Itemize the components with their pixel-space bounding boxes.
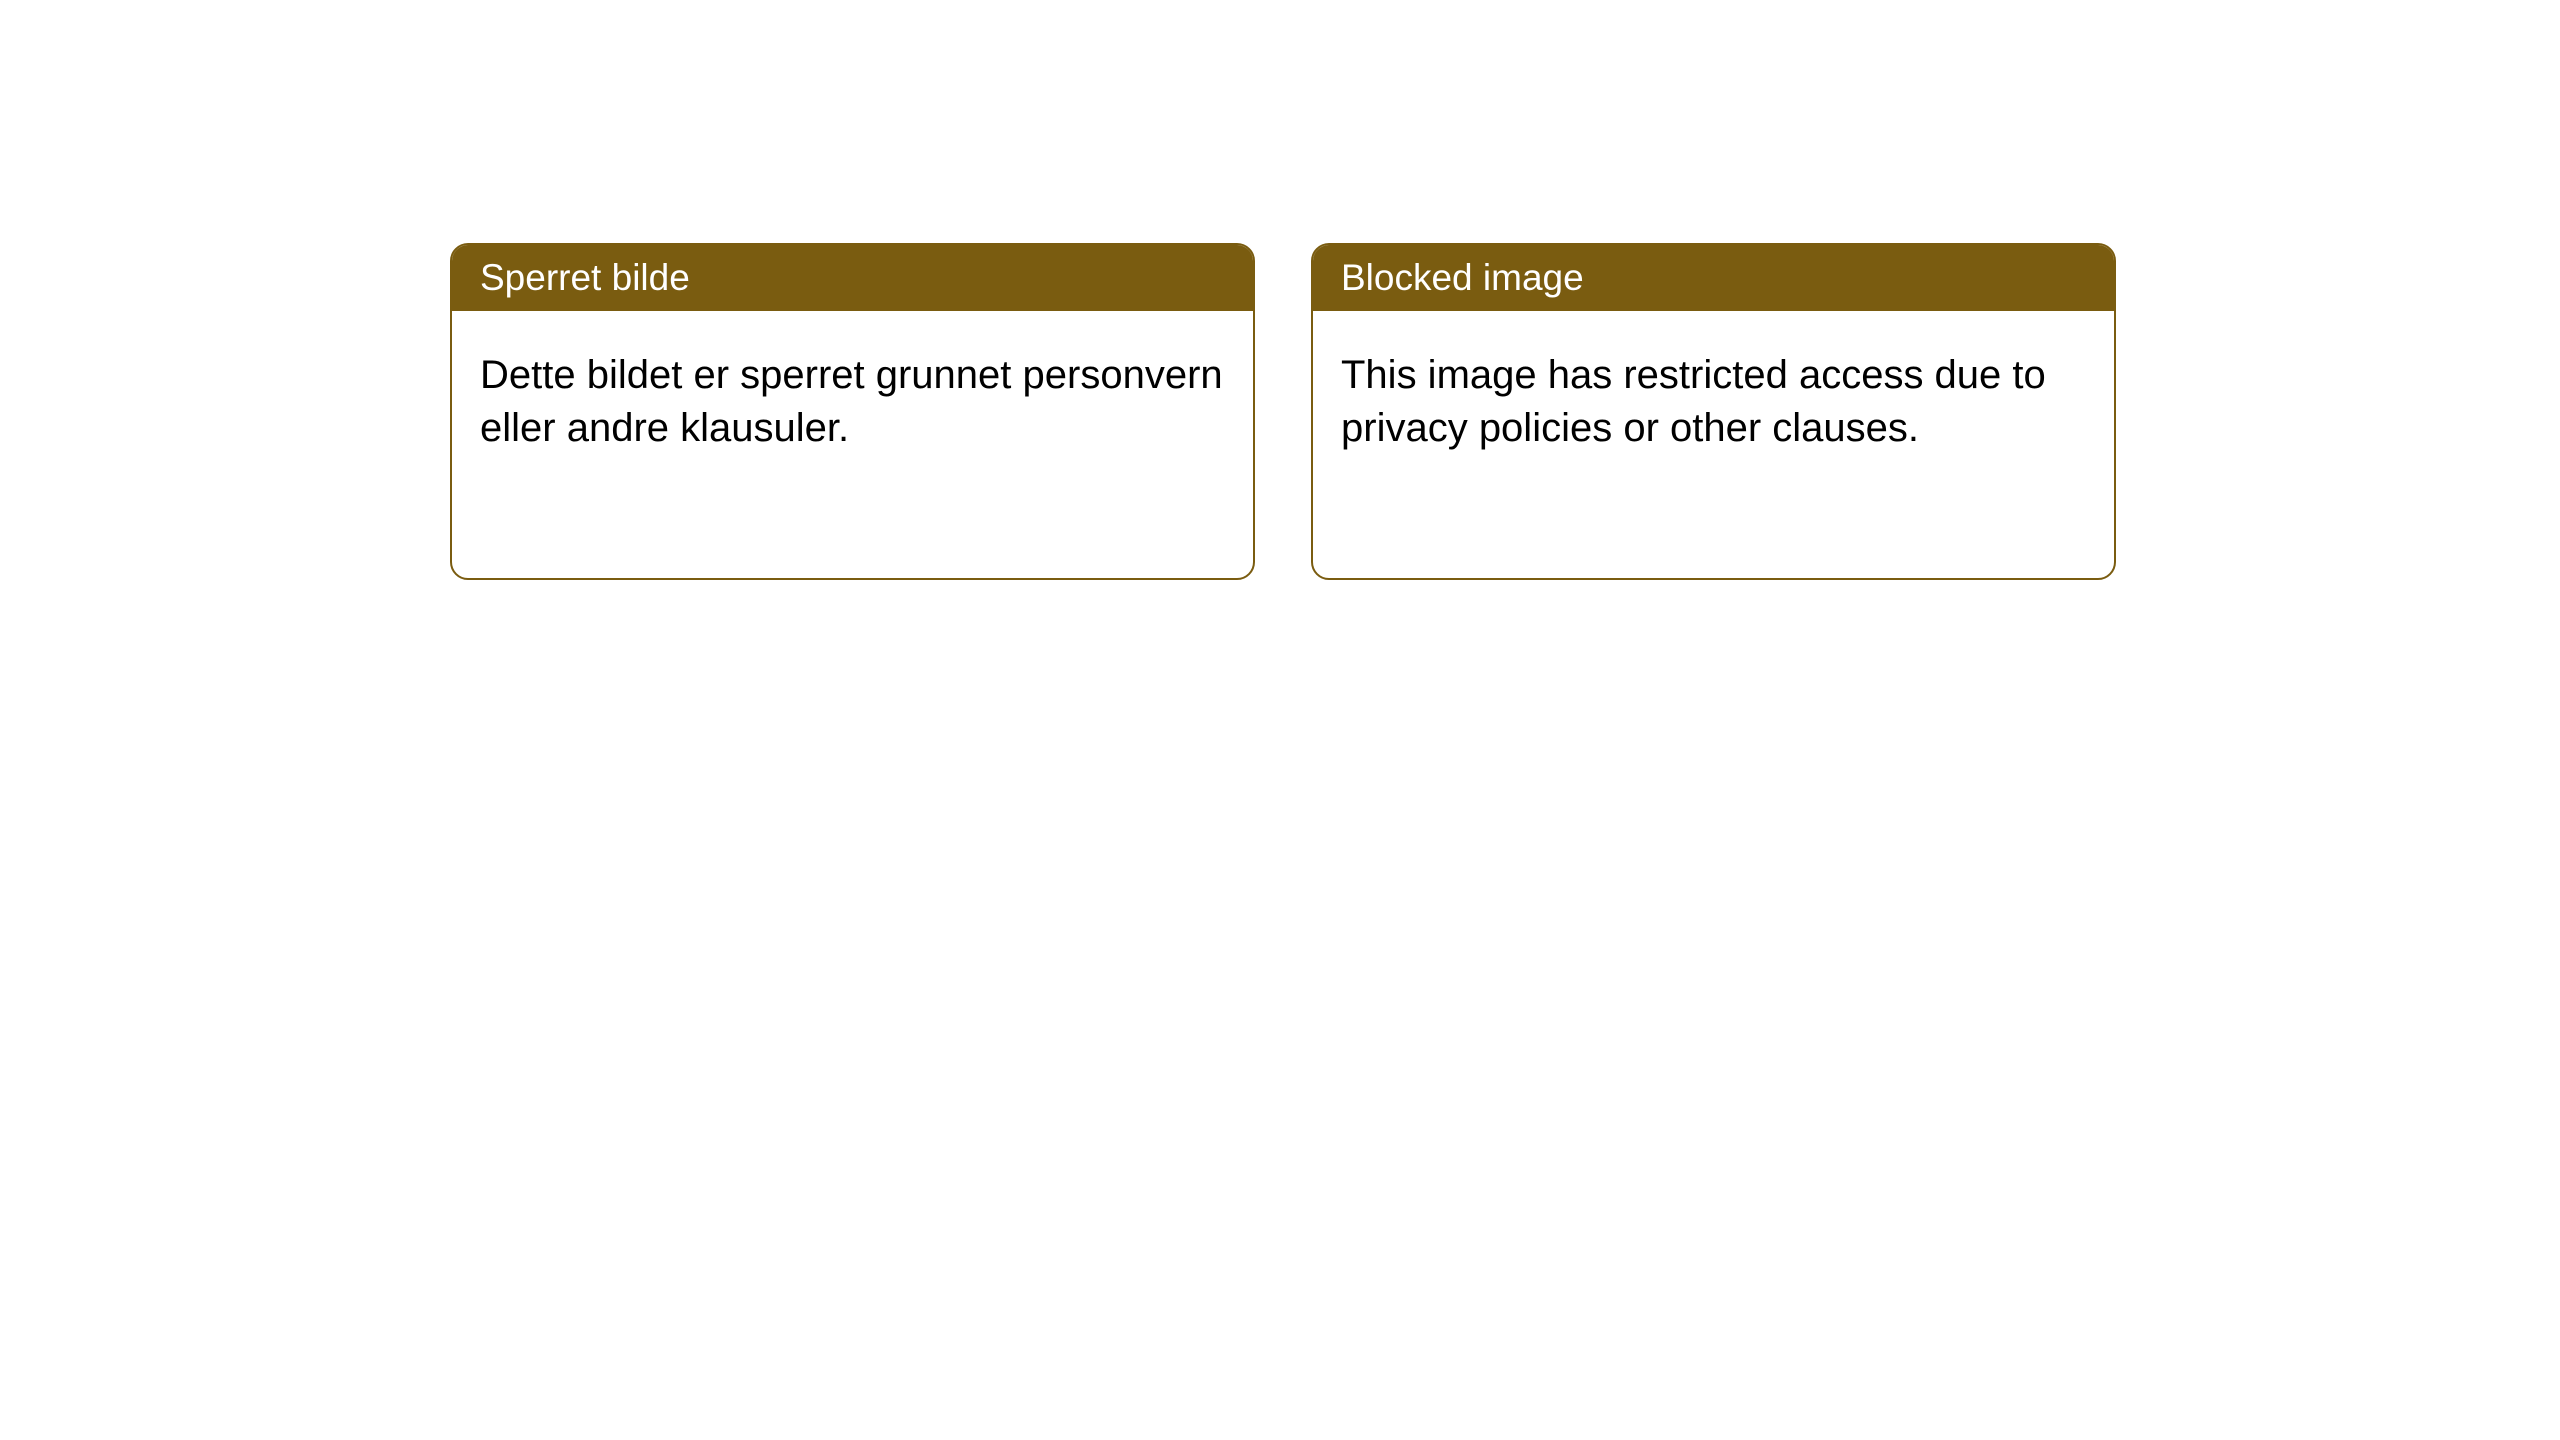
- notice-body: This image has restricted access due to …: [1313, 311, 2114, 493]
- notice-box-norwegian: Sperret bilde Dette bildet er sperret gr…: [450, 243, 1255, 580]
- notice-body: Dette bildet er sperret grunnet personve…: [452, 311, 1253, 493]
- notice-container: Sperret bilde Dette bildet er sperret gr…: [0, 0, 2560, 580]
- notice-title: Sperret bilde: [452, 245, 1253, 311]
- notice-title: Blocked image: [1313, 245, 2114, 311]
- notice-box-english: Blocked image This image has restricted …: [1311, 243, 2116, 580]
